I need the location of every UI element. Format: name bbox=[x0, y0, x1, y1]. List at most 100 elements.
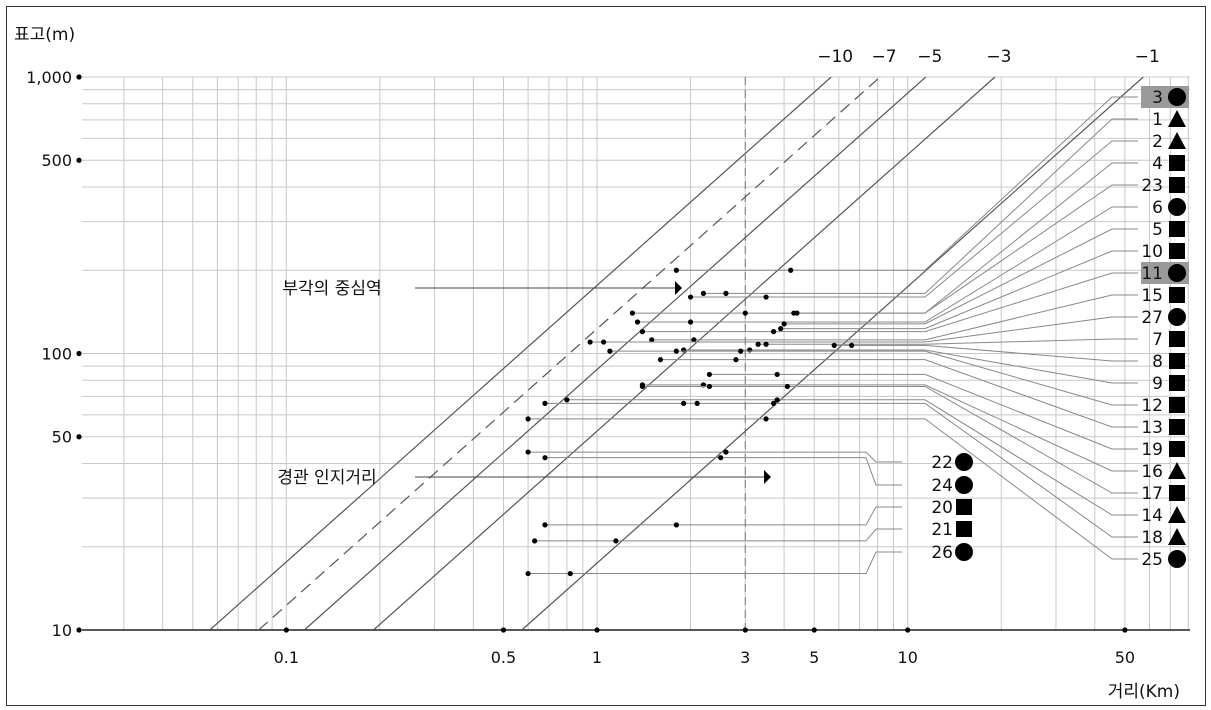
site-leader-line bbox=[780, 250, 1138, 330]
data-point bbox=[673, 522, 679, 528]
site-key-label: 8 bbox=[1152, 352, 1163, 372]
x-axis-label: 거리(Km) bbox=[1108, 682, 1180, 702]
data-point bbox=[564, 397, 570, 403]
data-point bbox=[694, 400, 700, 406]
data-point bbox=[542, 400, 548, 406]
site-key-label: 17 bbox=[1141, 484, 1163, 504]
x-tick-label: 3 bbox=[740, 648, 750, 667]
site-key-label: 6 bbox=[1152, 198, 1163, 218]
data-point bbox=[629, 310, 636, 316]
x-tick-label: 10 bbox=[898, 648, 918, 667]
data-point bbox=[733, 357, 739, 363]
data-point bbox=[687, 294, 694, 300]
site-leader-line bbox=[609, 350, 1138, 406]
data-point bbox=[673, 348, 679, 354]
data-point bbox=[706, 383, 713, 390]
y-tick-dot bbox=[76, 350, 82, 357]
site-key-label: 19 bbox=[1141, 440, 1163, 460]
site-key-label: 20 bbox=[931, 498, 953, 518]
site-key-marker bbox=[1168, 506, 1186, 523]
site-leader-line bbox=[642, 384, 1138, 472]
data-point bbox=[747, 347, 753, 353]
site-key-label: 11 bbox=[1141, 264, 1163, 284]
data-point bbox=[849, 342, 855, 348]
data-point bbox=[770, 400, 777, 406]
x-tick-label: 0.5 bbox=[491, 648, 516, 667]
data-point bbox=[770, 329, 777, 335]
site-key-label: 21 bbox=[931, 520, 953, 540]
site-leader-line bbox=[683, 349, 1138, 384]
site-key-label: 16 bbox=[1141, 462, 1163, 482]
site-key-marker bbox=[1168, 88, 1186, 106]
x-tick-label: 1 bbox=[592, 648, 602, 667]
site-key-marker bbox=[1168, 528, 1186, 545]
data-point bbox=[525, 570, 531, 577]
data-point bbox=[532, 538, 538, 544]
site-leader-line bbox=[534, 528, 902, 542]
y-tick-label: 10 bbox=[52, 621, 72, 640]
site-key-label: 15 bbox=[1141, 286, 1163, 306]
data-point bbox=[763, 416, 769, 422]
site-leader-line bbox=[709, 373, 1138, 450]
annotation-arrowhead bbox=[764, 470, 771, 484]
site-leader-line bbox=[703, 118, 1138, 294]
x-tick-dot bbox=[1122, 627, 1128, 633]
y-tick-dot bbox=[76, 74, 82, 80]
data-point bbox=[639, 329, 646, 335]
data-point bbox=[706, 371, 713, 378]
x-tick-dot bbox=[811, 627, 817, 633]
x-tick-label: 50 bbox=[1115, 648, 1135, 667]
data-point bbox=[774, 397, 780, 403]
site-key-marker bbox=[1168, 550, 1186, 568]
data-point bbox=[742, 310, 748, 316]
site-leader-line bbox=[642, 385, 1138, 494]
angle-line bbox=[521, 77, 1144, 630]
y-axis-label: 표고(m) bbox=[14, 25, 75, 45]
data-point bbox=[763, 294, 769, 300]
data-point bbox=[567, 570, 573, 577]
data-point bbox=[778, 326, 784, 332]
angle-line bbox=[258, 77, 881, 630]
data-point bbox=[718, 455, 724, 461]
site-key-label: 14 bbox=[1141, 506, 1163, 526]
site-leader-line bbox=[528, 418, 1138, 560]
site-key-marker bbox=[955, 543, 973, 561]
data-point bbox=[634, 319, 641, 325]
annotation-label: 부각의 중심역 bbox=[282, 279, 381, 299]
annotation-label: 경관 인지거리 bbox=[277, 468, 376, 488]
site-leader-line bbox=[566, 399, 1138, 516]
x-tick-dot bbox=[905, 627, 911, 633]
site-key-marker bbox=[1169, 419, 1185, 435]
y-tick-label: 500 bbox=[41, 151, 72, 170]
site-key-label: 22 bbox=[931, 453, 953, 473]
data-point bbox=[542, 522, 548, 528]
site-key-marker bbox=[955, 476, 973, 494]
data-point bbox=[781, 321, 787, 327]
site-key-marker bbox=[1169, 177, 1185, 193]
data-point bbox=[755, 341, 761, 347]
site-key-marker bbox=[1169, 397, 1185, 413]
y-tick-label: 50 bbox=[52, 428, 72, 447]
data-point bbox=[723, 449, 729, 455]
site-key-marker bbox=[1169, 485, 1185, 501]
data-point bbox=[681, 400, 687, 406]
site-key-label: 12 bbox=[1141, 396, 1163, 416]
chart-frame bbox=[6, 6, 1206, 706]
site-key-marker bbox=[1169, 155, 1185, 171]
site-leader-line bbox=[784, 228, 1138, 325]
site-key-label: 25 bbox=[1141, 550, 1163, 570]
data-point bbox=[784, 383, 791, 390]
data-point bbox=[774, 371, 780, 378]
data-point bbox=[649, 337, 655, 343]
data-point bbox=[763, 341, 769, 347]
site-leader-line bbox=[651, 294, 1138, 341]
angle-line-label: −1 bbox=[1135, 47, 1160, 67]
y-tick-dot bbox=[76, 157, 82, 163]
angle-line bbox=[209, 77, 832, 630]
data-point bbox=[687, 319, 694, 325]
data-point bbox=[542, 455, 548, 461]
angle-line-label: −7 bbox=[871, 47, 896, 67]
site-leader-line bbox=[544, 402, 1138, 538]
site-key-marker bbox=[1168, 264, 1186, 282]
